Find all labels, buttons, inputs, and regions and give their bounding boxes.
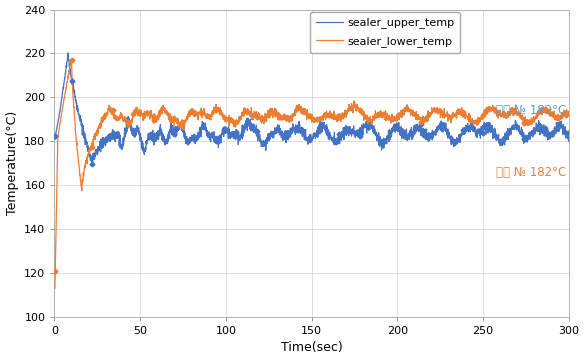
Text: 상형 № 182°C: 상형 № 182°C <box>496 104 566 117</box>
sealer_upper_temp <box>140 147 147 152</box>
X-axis label: Time(sec): Time(sec) <box>281 341 343 355</box>
sealer_upper_temp <box>500 136 507 140</box>
sealer_lower_temp <box>500 112 507 117</box>
sealer_upper_temp <box>271 132 278 136</box>
Line: sealer_upper_temp: sealer_upper_temp <box>54 53 569 164</box>
sealer_lower_temp <box>51 286 58 291</box>
sealer_upper_temp <box>88 162 95 166</box>
sealer_upper_temp <box>64 51 71 55</box>
sealer_upper_temp <box>556 126 563 130</box>
sealer_lower_temp <box>68 57 75 62</box>
sealer_lower_temp <box>51 286 58 291</box>
Y-axis label: Temperature(°C): Temperature(°C) <box>5 111 19 215</box>
sealer_lower_temp <box>249 112 256 117</box>
sealer_lower_temp <box>566 110 573 114</box>
sealer_upper_temp <box>249 123 256 128</box>
sealer_upper_temp <box>566 135 573 139</box>
sealer_upper_temp <box>51 137 58 141</box>
Legend: sealer_upper_temp, sealer_lower_temp: sealer_upper_temp, sealer_lower_temp <box>310 12 460 53</box>
sealer_lower_temp <box>140 115 147 119</box>
sealer_lower_temp <box>110 112 117 117</box>
sealer_upper_temp <box>110 129 117 134</box>
Line: sealer_lower_temp: sealer_lower_temp <box>54 59 569 288</box>
Text: 하형 № 182°C: 하형 № 182°C <box>496 166 566 179</box>
sealer_lower_temp <box>271 110 278 114</box>
sealer_lower_temp <box>556 116 563 121</box>
